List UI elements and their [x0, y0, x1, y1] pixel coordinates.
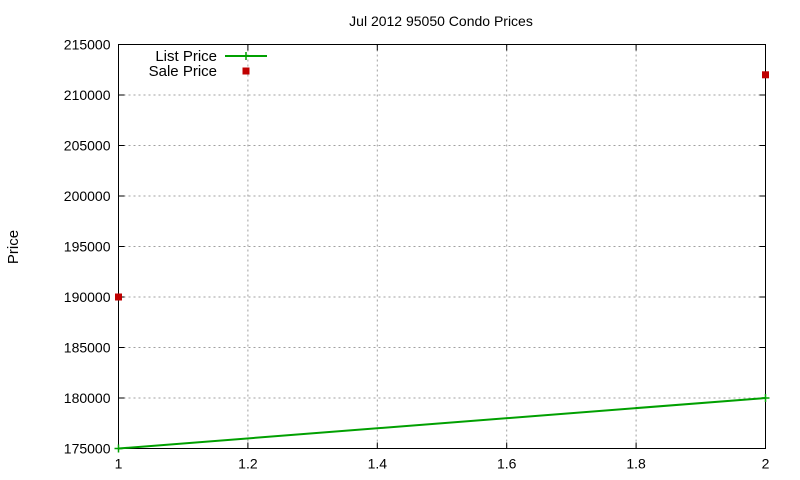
- x-tick-label: 1.8: [626, 456, 646, 472]
- x-tick-label: 1.4: [368, 456, 388, 472]
- y-tick-label: 175000: [64, 441, 111, 457]
- y-tick-label: 185000: [64, 340, 111, 356]
- x-tick-label: 1: [115, 456, 123, 472]
- legend-label: Sale Price: [149, 63, 217, 80]
- legend-swatch-marker: [242, 67, 250, 75]
- legend-label: List Price: [155, 48, 217, 65]
- legend-item-sale-price: Sale Price: [149, 63, 250, 80]
- y-axis-label: Price: [5, 230, 22, 264]
- legend-item-list-price: List Price: [155, 48, 267, 65]
- y-tick-label: 210000: [64, 87, 111, 103]
- chart-title: Jul 2012 95050 Condo Prices: [349, 13, 533, 29]
- list-price-line: [118, 397, 766, 450]
- grid-lines: [118, 44, 766, 449]
- list-price-point: [114, 444, 123, 453]
- sale-price-point: [115, 293, 122, 301]
- sale-price-point: [762, 71, 769, 79]
- series-layer: [114, 71, 770, 453]
- y-tick-label: 180000: [64, 390, 111, 406]
- list-price-point: [761, 394, 770, 402]
- axis-ticks: 175000 180000 185000 190000 195000 200000 2050…: [64, 37, 770, 472]
- x-tick-label: 2: [762, 456, 770, 472]
- y-tick-label: 215000: [64, 37, 111, 53]
- y-tick-label: 205000: [64, 138, 111, 154]
- y-tick-label: 200000: [64, 188, 111, 204]
- plot-frame: [118, 44, 766, 449]
- y-tick-label: 190000: [64, 289, 111, 305]
- x-tick-label: 1.2: [238, 456, 258, 472]
- y-tick-label: 195000: [64, 239, 111, 255]
- x-tick-label: 1.6: [497, 456, 517, 472]
